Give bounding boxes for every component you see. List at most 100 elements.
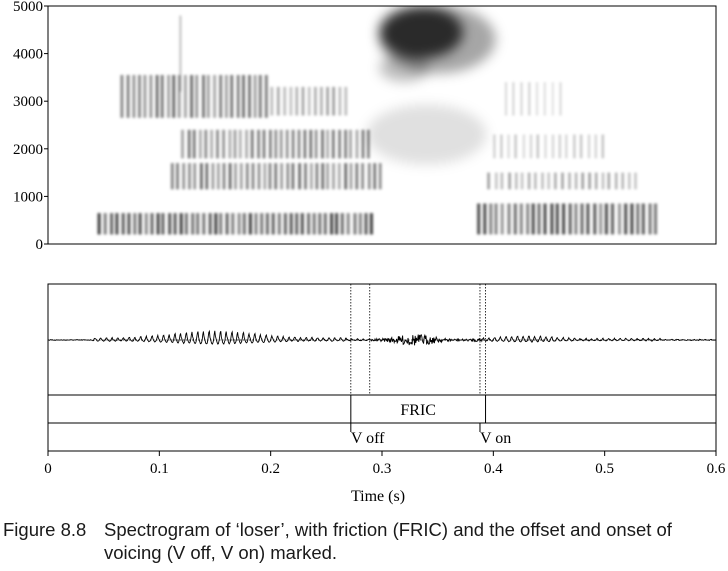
point-label: V on <box>480 430 511 447</box>
glottal-pulse <box>211 163 215 190</box>
y-tick-label: 1000 <box>13 189 43 205</box>
glottal-pulse <box>477 203 481 235</box>
x-axis-label: Time (s) <box>351 488 405 505</box>
glottal-pulse <box>487 172 490 190</box>
glottal-pulse <box>323 213 327 235</box>
glottal-pulse <box>286 163 290 190</box>
glottal-pulse <box>636 203 640 235</box>
glottal-pulse <box>183 75 187 118</box>
glottal-pulse <box>170 163 174 190</box>
glottal-pulse <box>270 86 274 116</box>
glottal-pulse <box>528 82 531 116</box>
glottal-pulse <box>483 203 487 235</box>
glottal-pulse <box>276 86 280 116</box>
glottal-pulse <box>257 163 261 190</box>
glottal-pulse <box>338 86 342 116</box>
spectrogram-panel: 0 1000 2000 3000 4000 5000 <box>13 0 717 253</box>
glottal-pulse <box>610 203 615 235</box>
y-tick-label: 3000 <box>13 94 43 110</box>
glottal-pulse <box>562 203 566 235</box>
glottal-pulse <box>236 75 240 118</box>
glottal-pulse <box>216 129 219 159</box>
y-tick-label: 2000 <box>13 142 43 158</box>
glottal-pulse <box>318 213 322 235</box>
glottal-pulse <box>238 129 242 159</box>
glottal-pulse <box>279 129 283 159</box>
glottal-pulse <box>574 203 578 235</box>
glottal-pulse <box>599 203 603 235</box>
glottal-pulse <box>500 172 504 190</box>
glottal-pulse <box>258 75 262 118</box>
glottal-pulse <box>187 129 191 159</box>
glottal-pulse <box>568 172 571 190</box>
glottal-pulse <box>234 163 237 190</box>
glottal-pulse <box>245 163 249 190</box>
glottal-pulse <box>204 129 208 159</box>
glottal-pulse <box>367 163 371 190</box>
glottal-pulse <box>110 213 114 235</box>
glottal-pulse <box>630 203 634 235</box>
caption-number: Figure 8.8 <box>3 519 87 540</box>
glottal-pulse <box>493 134 496 159</box>
glottal-pulse <box>202 75 205 118</box>
x-tick-label: 0.5 <box>595 461 614 477</box>
glottal-pulse <box>309 129 313 159</box>
glottal-pulse <box>536 134 539 159</box>
point-tier: V off V on <box>350 423 511 447</box>
glottal-pulse <box>127 213 131 235</box>
glottal-pulse <box>303 129 307 159</box>
interval-tier: FRIC <box>350 395 487 423</box>
glottal-pulse <box>594 134 597 159</box>
glottal-pulse <box>177 75 181 118</box>
glottal-pulse <box>263 163 267 190</box>
glottal-pulse <box>222 129 225 159</box>
glottal-pulse <box>285 129 289 159</box>
glottal-pulse <box>547 172 550 190</box>
glottal-pulse <box>269 129 272 159</box>
glottal-pulse <box>601 172 605 190</box>
glottal-pulse <box>179 213 183 235</box>
glottal-pulse <box>332 163 335 190</box>
glottal-pulse <box>369 213 373 235</box>
glottal-pulse <box>361 129 365 159</box>
glottal-pulse <box>121 213 125 235</box>
glottal-pulse <box>262 129 266 159</box>
glottal-pulse <box>594 172 598 190</box>
glottal-pulse <box>504 82 508 116</box>
glottal-pulse <box>248 75 251 118</box>
glottal-pulse <box>283 86 287 116</box>
glottal-pulse <box>219 75 223 118</box>
glottal-pulse <box>550 203 554 235</box>
glottal-pulse <box>617 203 622 235</box>
glottal-pulse <box>205 163 209 190</box>
x-tick-label: 0.6 <box>707 461 726 477</box>
glottal-pulse <box>126 75 130 118</box>
glottal-pulse <box>580 203 584 235</box>
glottal-pulse <box>581 172 584 190</box>
glottal-pulse <box>193 163 197 190</box>
glottal-pulse <box>172 75 176 118</box>
glottal-pulse <box>335 213 339 235</box>
glottal-pulse <box>551 134 555 159</box>
glottal-pulse <box>340 213 344 235</box>
glottal-pulse <box>184 213 188 235</box>
glottal-pulse <box>242 213 246 235</box>
glottal-pulse <box>213 75 217 118</box>
glottal-pulse <box>520 172 524 190</box>
glottal-pulse <box>248 213 252 235</box>
glottal-pulse <box>337 163 341 190</box>
glottal-pulse <box>103 213 107 235</box>
glottal-pulse <box>326 163 329 190</box>
glottal-pulse <box>228 163 232 190</box>
glottal-pulse <box>97 213 101 235</box>
glottal-pulse <box>561 172 564 190</box>
glottal-pulse <box>291 129 295 159</box>
glottal-pulse <box>217 163 220 190</box>
glottal-pulse <box>537 203 541 235</box>
glottal-pulse <box>231 213 235 235</box>
glottal-pulse <box>200 163 203 190</box>
glottal-pulse <box>149 75 153 118</box>
glottal-pulse <box>228 129 232 159</box>
glottal-pulse <box>208 213 212 235</box>
glottal-pulse <box>531 203 535 235</box>
